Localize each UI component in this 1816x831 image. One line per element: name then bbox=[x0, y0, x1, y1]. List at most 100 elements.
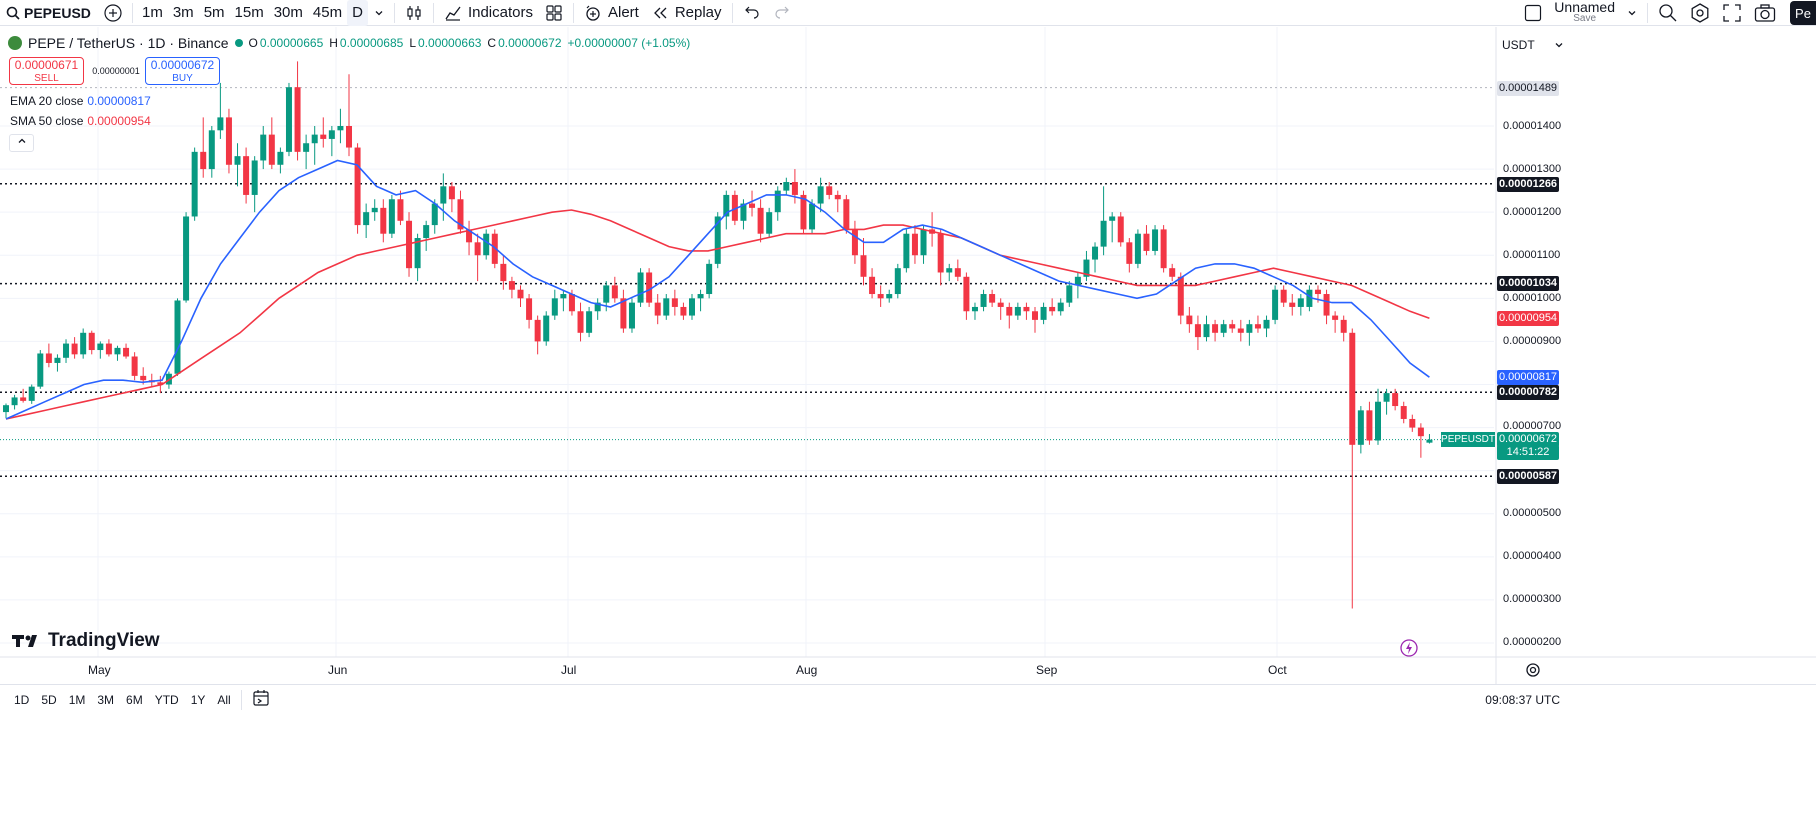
timeframe-d[interactable]: D bbox=[347, 0, 368, 26]
candle-body bbox=[577, 311, 584, 333]
candle-body bbox=[397, 199, 404, 221]
candle-body bbox=[620, 298, 627, 329]
currency-select[interactable]: USDT bbox=[1498, 35, 1568, 55]
undo-button[interactable] bbox=[737, 0, 767, 26]
range-5d[interactable]: 5D bbox=[41, 692, 57, 707]
candle-body bbox=[834, 194, 841, 200]
candle-body bbox=[28, 386, 35, 401]
ema-axis-label: 0.00000817 bbox=[1497, 370, 1559, 385]
sell-button[interactable]: 0.00000671 SELL bbox=[9, 57, 84, 85]
candle-body bbox=[1392, 393, 1399, 407]
candle-body bbox=[860, 255, 867, 277]
axis-settings-icon[interactable] bbox=[1525, 662, 1541, 683]
candle-body bbox=[603, 285, 610, 303]
candle-body bbox=[1049, 306, 1056, 312]
toolbar-divider bbox=[240, 689, 242, 710]
alert-button[interactable]: Alert bbox=[578, 0, 645, 26]
open-key: O bbox=[248, 36, 258, 50]
range-all[interactable]: All bbox=[217, 692, 231, 707]
collapse-legend-button[interactable] bbox=[9, 134, 34, 152]
layout-dropdown[interactable] bbox=[1621, 0, 1643, 26]
layout-checkbox[interactable] bbox=[1518, 0, 1548, 26]
range-1y[interactable]: 1Y bbox=[190, 692, 206, 707]
candle-body bbox=[1314, 289, 1321, 295]
chevron-down-icon bbox=[1555, 43, 1563, 48]
range-6m[interactable]: 6M bbox=[126, 692, 143, 707]
candle-body bbox=[183, 216, 190, 301]
range-1d[interactable]: 1D bbox=[14, 692, 30, 707]
timeframe-15m[interactable]: 15m bbox=[234, 4, 264, 21]
timeframe-1m[interactable]: 1m bbox=[142, 4, 163, 21]
chevron-down-icon bbox=[375, 10, 383, 15]
chart-type-button[interactable] bbox=[399, 0, 429, 26]
time-label: May bbox=[88, 663, 111, 677]
compare-button[interactable] bbox=[98, 0, 128, 26]
candle-body bbox=[989, 294, 996, 303]
candle-body bbox=[1366, 410, 1373, 441]
timeframe-5m[interactable]: 5m bbox=[203, 4, 225, 21]
ema-legend-row[interactable]: EMA 20 close 0.00000817 bbox=[10, 94, 151, 108]
candle-body bbox=[869, 276, 876, 295]
time-label: Sep bbox=[1036, 663, 1058, 677]
magnifier-icon bbox=[1659, 4, 1677, 22]
replay-button[interactable]: Replay bbox=[645, 0, 728, 26]
settings-button[interactable] bbox=[1684, 0, 1716, 26]
layout-name-button[interactable]: Unnamed Save bbox=[1554, 0, 1615, 25]
timeframe-45m[interactable]: 45m bbox=[312, 4, 343, 21]
toolbar-divider bbox=[1647, 3, 1648, 23]
candle-body bbox=[1297, 298, 1304, 307]
redo-button[interactable] bbox=[767, 0, 797, 26]
range-3m[interactable]: 3M bbox=[97, 692, 115, 707]
avatar[interactable]: Pe bbox=[1790, 1, 1816, 25]
top-toolbar: PEPEUSD 1m 3m 5m 15m 30m 45m D Indicator… bbox=[0, 0, 1816, 26]
buy-button[interactable]: 0.00000672 BUY bbox=[145, 57, 220, 85]
range-1m[interactable]: 1M bbox=[68, 692, 86, 707]
snapshot-button[interactable] bbox=[1748, 0, 1782, 26]
timeframe-3m[interactable]: 3m bbox=[172, 4, 194, 21]
templates-button[interactable] bbox=[539, 0, 569, 26]
candle-body bbox=[663, 298, 670, 316]
candle-body bbox=[1109, 216, 1116, 221]
sma-legend-row[interactable]: SMA 50 close 0.00000954 bbox=[10, 114, 151, 128]
candle-body bbox=[1143, 233, 1150, 251]
indicators-button[interactable]: Indicators bbox=[438, 0, 539, 26]
fullscreen-button[interactable] bbox=[1716, 0, 1748, 26]
candle-body bbox=[1083, 259, 1090, 277]
candle-body bbox=[706, 263, 713, 295]
candle-body bbox=[1280, 289, 1287, 303]
candle-body bbox=[200, 151, 207, 170]
candle-body bbox=[1263, 319, 1270, 329]
timeframe-30m[interactable]: 30m bbox=[273, 4, 303, 21]
candle-body bbox=[1194, 324, 1201, 338]
candle-body bbox=[517, 289, 524, 299]
candle-body bbox=[1169, 268, 1176, 277]
legend-title[interactable]: PEPE / TetherUS · 1D · Binance bbox=[28, 35, 229, 51]
candle-body bbox=[954, 268, 961, 277]
candle-body bbox=[500, 263, 507, 282]
candle-body bbox=[594, 302, 601, 312]
quick-search-button[interactable] bbox=[1652, 0, 1684, 26]
candle-body bbox=[894, 268, 901, 295]
tradingview-logo[interactable]: TradingView bbox=[12, 630, 160, 652]
buy-price: 0.00000672 bbox=[150, 58, 215, 72]
price-tick: 0.00001000 bbox=[1503, 292, 1562, 304]
price-tick: 0.00000900 bbox=[1503, 335, 1562, 347]
candle-body bbox=[217, 117, 224, 131]
candle-body bbox=[1409, 418, 1416, 428]
candle-body bbox=[1006, 306, 1013, 316]
symbol-search[interactable]: PEPEUSD bbox=[0, 0, 98, 26]
candle-body bbox=[783, 182, 790, 191]
range-ytd[interactable]: YTD bbox=[154, 692, 179, 707]
timeframe-dropdown[interactable] bbox=[368, 0, 390, 26]
candle-body bbox=[363, 212, 370, 226]
goto-date-button[interactable] bbox=[246, 689, 276, 710]
sell-label: SELL bbox=[34, 73, 59, 84]
lightning-icon[interactable] bbox=[1400, 639, 1418, 662]
bottom-toolbar: 1D 5D 1M 3M 6M YTD 1Y All 09:08:37 UTC bbox=[0, 684, 1816, 714]
candle-body bbox=[457, 199, 464, 230]
candle-body bbox=[551, 298, 558, 316]
chart-pane[interactable] bbox=[0, 27, 1816, 684]
candle-body bbox=[1289, 302, 1296, 307]
candle-body bbox=[611, 285, 618, 299]
utc-clock[interactable]: 09:08:37 UTC bbox=[1485, 693, 1560, 707]
